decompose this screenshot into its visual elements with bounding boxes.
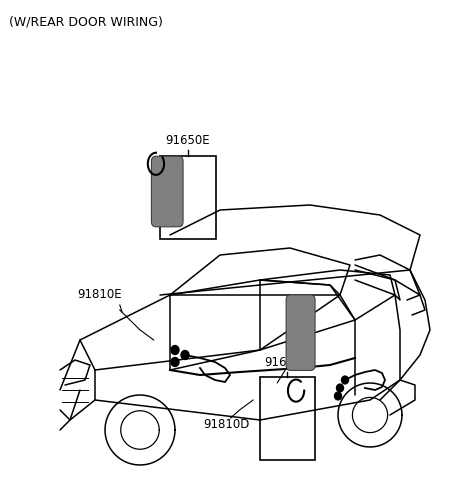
Text: 91650E: 91650E	[166, 134, 210, 147]
Circle shape	[170, 346, 179, 354]
Circle shape	[336, 384, 343, 392]
Bar	[160, 156, 215, 239]
Circle shape	[341, 376, 348, 384]
FancyBboxPatch shape	[151, 156, 183, 227]
Text: 91810D: 91810D	[202, 418, 249, 431]
Text: 91650D: 91650D	[264, 356, 310, 369]
Circle shape	[170, 357, 179, 366]
Text: (W/REAR DOOR WIRING): (W/REAR DOOR WIRING)	[9, 15, 162, 28]
Bar	[259, 377, 314, 460]
Circle shape	[180, 351, 189, 359]
Text: 91810E: 91810E	[77, 288, 121, 301]
Circle shape	[334, 392, 341, 400]
FancyBboxPatch shape	[285, 295, 314, 370]
